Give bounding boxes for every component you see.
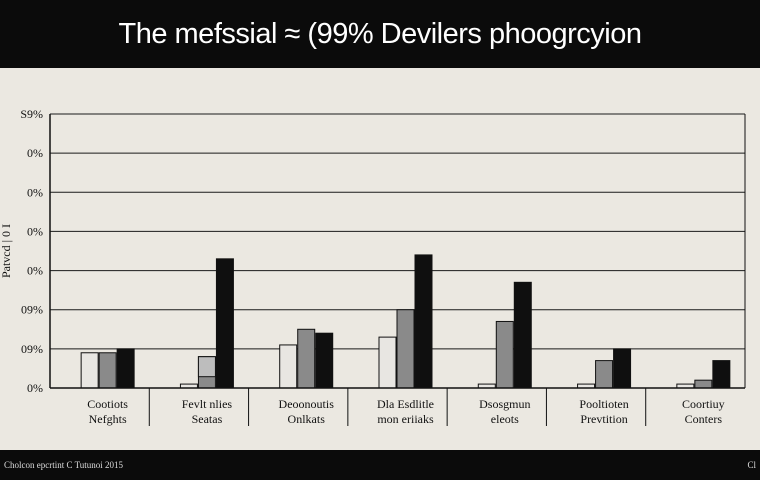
category-label: Fevlt nlies Seatas: [182, 397, 233, 426]
footer-credit: Cholcon epcrtint C Tutunoi 2015: [4, 460, 124, 470]
y-tick-label: 0%: [27, 224, 43, 238]
footer-bar: Cholcon epcrtint C Tutunoi 2015 Cl: [0, 450, 760, 480]
axes: [49, 114, 746, 426]
category-label: Dsosgmun eleots: [479, 397, 530, 426]
category-label-line: Nefghts: [89, 412, 127, 426]
footer-right-text: Cl: [747, 460, 756, 470]
category-label-line: Cootiots: [87, 397, 128, 411]
bar: [712, 360, 731, 389]
category-label-line: Conters: [685, 412, 723, 426]
category-labels: Cootiots Nefghts Fevlt nlies Seatas Deoonout…: [87, 397, 724, 426]
chart-title-bar: The mefssial ≈ (99% Devilers phoogrcyion: [0, 0, 760, 68]
y-axis-label: Patvcd | 0 I: [0, 224, 13, 278]
category-label-line: Dla Esdlitle: [377, 397, 434, 411]
category-label-line: Pooltioten: [579, 397, 628, 411]
bar-chart: Patvcd | 0 I 0% 09% 09% 0% 0% 0% 0% S9% Cootiot…: [0, 107, 746, 426]
bar: [595, 360, 614, 389]
bar: [116, 348, 135, 389]
y-tick-label: 0%: [27, 381, 43, 395]
bar: [98, 352, 117, 389]
category-label: Cootiots Nefghts: [87, 397, 128, 426]
bar: [80, 352, 99, 389]
category-label-line: Coortiuy: [682, 397, 725, 411]
bar: [513, 281, 532, 389]
y-tick-label: 09%: [21, 303, 43, 317]
y-tick-label: 0%: [27, 264, 43, 278]
category-label: Coortiuy Conters: [682, 397, 725, 426]
bar-cap: [197, 356, 216, 378]
bar: [396, 309, 415, 389]
category-label: Pooltioten Prevtition: [579, 397, 628, 426]
category-label: Deoonoutis Onlkats: [279, 397, 335, 426]
category-label-line: Seatas: [192, 412, 223, 426]
category-label-line: Dsosgmun: [479, 397, 530, 411]
category-label-line: Onlkats: [288, 412, 326, 426]
bar: [495, 320, 514, 389]
category-label-line: mon eriiaks: [377, 412, 434, 426]
category-label-line: Prevtition: [580, 412, 627, 426]
category-label: Dla Esdlitle mon eriiaks: [377, 397, 434, 426]
y-axis-side-label: Patvcd | 0 I: [0, 224, 13, 278]
chart-title: The mefssial ≈ (99% Devilers phoogrcyion: [118, 17, 642, 50]
bar: [694, 379, 713, 389]
bar: [279, 344, 298, 389]
y-tick-label: 0%: [27, 185, 43, 199]
bar: [613, 348, 632, 389]
bar: [297, 328, 316, 389]
category-label-line: Fevlt nlies: [182, 397, 233, 411]
y-tick-labels: 0% 09% 09% 0% 0% 0% 0% S9%: [20, 107, 43, 395]
bar: [215, 258, 234, 389]
y-tick-label: S9%: [20, 107, 43, 121]
category-label-line: Deoonoutis: [279, 397, 335, 411]
bar: [315, 332, 334, 389]
bar: [378, 336, 397, 389]
y-tick-label: 09%: [21, 342, 43, 356]
category-label-line: eleots: [491, 412, 519, 426]
y-tick-label: 0%: [27, 146, 43, 160]
bars: [80, 254, 731, 389]
bar: [414, 254, 433, 389]
